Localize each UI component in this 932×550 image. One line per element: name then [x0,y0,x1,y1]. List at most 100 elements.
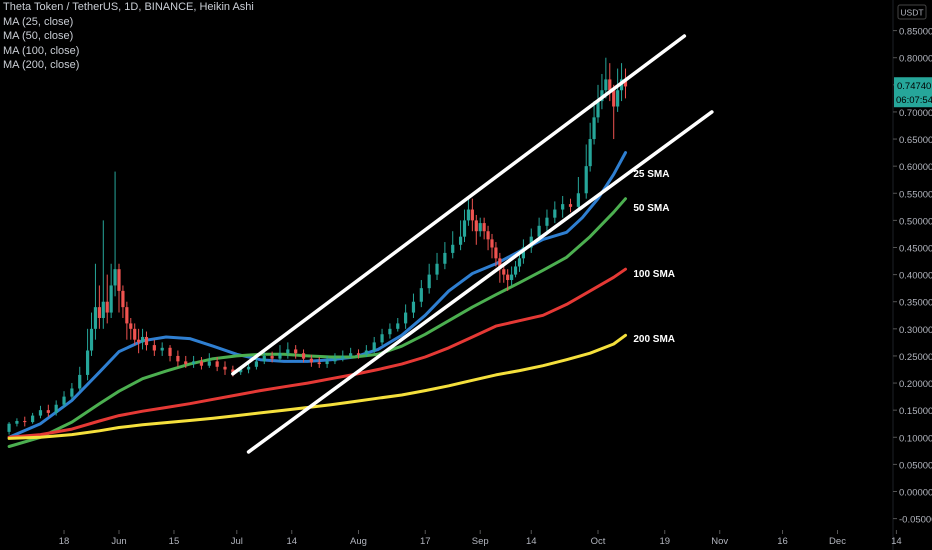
candle[interactable] [317,357,321,368]
candle[interactable] [388,323,392,339]
candle[interactable] [616,68,620,112]
currency-badge[interactable]: USDT [900,8,923,18]
candle[interactable] [466,195,471,226]
candle[interactable] [207,353,211,368]
ma-line-100-sma[interactable] [7,267,627,439]
candle[interactable] [506,269,510,291]
candle[interactable] [623,68,628,99]
candle[interactable] [470,198,474,232]
candle[interactable] [191,355,196,368]
candle[interactable] [592,101,596,145]
candle[interactable] [62,391,66,408]
candle[interactable] [199,357,204,370]
candle[interactable] [356,349,361,359]
candle[interactable] [144,331,149,351]
candle[interactable] [117,263,121,313]
candle[interactable] [160,342,164,356]
trend-channel-line-1[interactable] [231,34,687,376]
candle[interactable] [561,195,565,218]
last-price-tag[interactable] [894,77,932,108]
candle[interactable] [23,416,27,427]
trend-channel-line-2[interactable] [246,110,714,454]
candle[interactable] [85,328,90,381]
candle[interactable] [494,242,498,267]
candle[interactable] [478,217,482,237]
candle[interactable] [364,345,368,358]
candle[interactable] [396,317,400,332]
candle[interactable] [443,242,447,270]
candle[interactable] [458,220,463,251]
candle[interactable] [97,285,101,329]
candle[interactable] [278,345,282,362]
candle[interactable] [31,412,35,424]
candle[interactable] [513,261,518,278]
candle[interactable] [510,266,514,286]
candle[interactable] [7,422,11,435]
candle[interactable] [341,350,345,362]
candle[interactable] [325,355,329,368]
candle[interactable] [333,353,337,365]
candle[interactable] [184,355,188,368]
candle[interactable] [286,342,290,359]
ma-line-50-sma[interactable] [7,197,627,448]
candle[interactable] [129,317,133,340]
candle[interactable] [15,418,19,427]
candle[interactable] [588,122,592,172]
candle[interactable] [584,144,588,199]
candle[interactable] [490,233,494,259]
candle[interactable] [46,404,50,417]
candle[interactable] [109,263,113,318]
candle[interactable] [176,350,180,367]
candle[interactable] [125,301,129,340]
candle[interactable] [435,252,439,281]
candle[interactable] [380,328,384,346]
candle[interactable] [38,405,43,419]
candle[interactable] [482,217,486,240]
candle[interactable] [404,304,408,329]
candle[interactable] [270,351,274,363]
candle[interactable] [568,198,573,213]
candle[interactable] [89,312,94,356]
candle[interactable] [529,228,533,253]
candle[interactable] [486,225,490,251]
candle[interactable] [596,84,600,123]
candle[interactable] [168,345,172,362]
ma-line-200-sma[interactable] [7,333,627,440]
candle[interactable] [70,383,74,400]
legend-ma-200[interactable]: MA (200, close) [3,59,80,71]
candle[interactable] [600,73,604,110]
candle[interactable] [309,354,313,367]
candle[interactable] [152,339,156,356]
candle[interactable] [101,220,105,329]
candle[interactable] [349,347,353,359]
candle[interactable] [140,328,145,350]
legend-ma-100[interactable]: MA (100, close) [3,44,80,57]
candle[interactable] [121,285,125,318]
candle[interactable] [372,336,376,354]
candle[interactable] [462,209,467,243]
candle[interactable] [411,293,416,318]
candle[interactable] [105,274,109,324]
candle[interactable] [553,201,557,224]
candle[interactable] [612,84,616,140]
candle[interactable] [608,63,612,102]
candle[interactable] [133,323,137,346]
candle[interactable] [215,357,219,372]
candle[interactable] [294,345,298,359]
candle[interactable] [54,400,58,416]
candle[interactable] [604,57,608,99]
candle[interactable] [113,171,117,297]
candle[interactable] [137,328,141,354]
candle[interactable] [93,263,98,340]
legend-ma-25[interactable]: MA (25, close) [3,15,74,28]
legend-ma-50[interactable]: MA (50, close) [3,30,74,42]
candle[interactable] [502,263,506,283]
candle[interactable] [474,214,478,245]
candle[interactable] [301,349,306,363]
candle[interactable] [427,263,431,294]
candle[interactable] [78,366,82,392]
candle[interactable] [419,280,423,308]
candle[interactable] [451,231,455,259]
candle[interactable] [545,209,549,232]
